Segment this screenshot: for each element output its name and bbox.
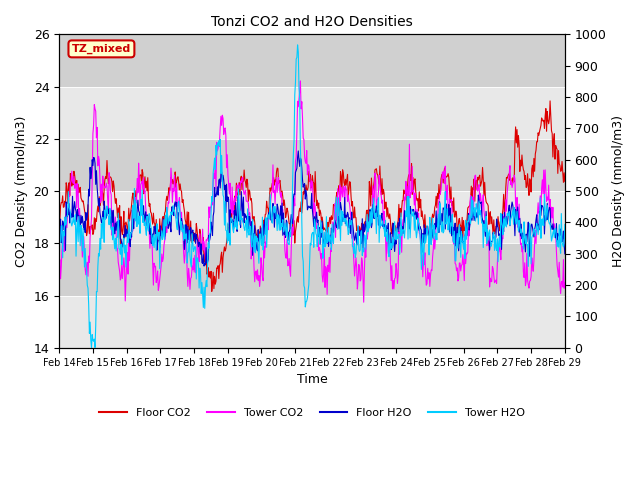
Bar bbox=[59, 86, 565, 139]
Bar bbox=[59, 296, 565, 348]
Y-axis label: CO2 Density (mmol/m3): CO2 Density (mmol/m3) bbox=[15, 115, 28, 267]
Bar bbox=[59, 191, 565, 243]
Y-axis label: H2O Density (mmol/m3): H2O Density (mmol/m3) bbox=[612, 115, 625, 267]
X-axis label: Time: Time bbox=[296, 373, 328, 386]
Bar bbox=[59, 139, 565, 191]
Bar bbox=[59, 35, 565, 86]
Legend: Floor CO2, Tower CO2, Floor H2O, Tower H2O: Floor CO2, Tower CO2, Floor H2O, Tower H… bbox=[95, 404, 529, 422]
Title: Tonzi CO2 and H2O Densities: Tonzi CO2 and H2O Densities bbox=[211, 15, 413, 29]
Bar bbox=[59, 243, 565, 296]
Text: TZ_mixed: TZ_mixed bbox=[72, 44, 131, 54]
